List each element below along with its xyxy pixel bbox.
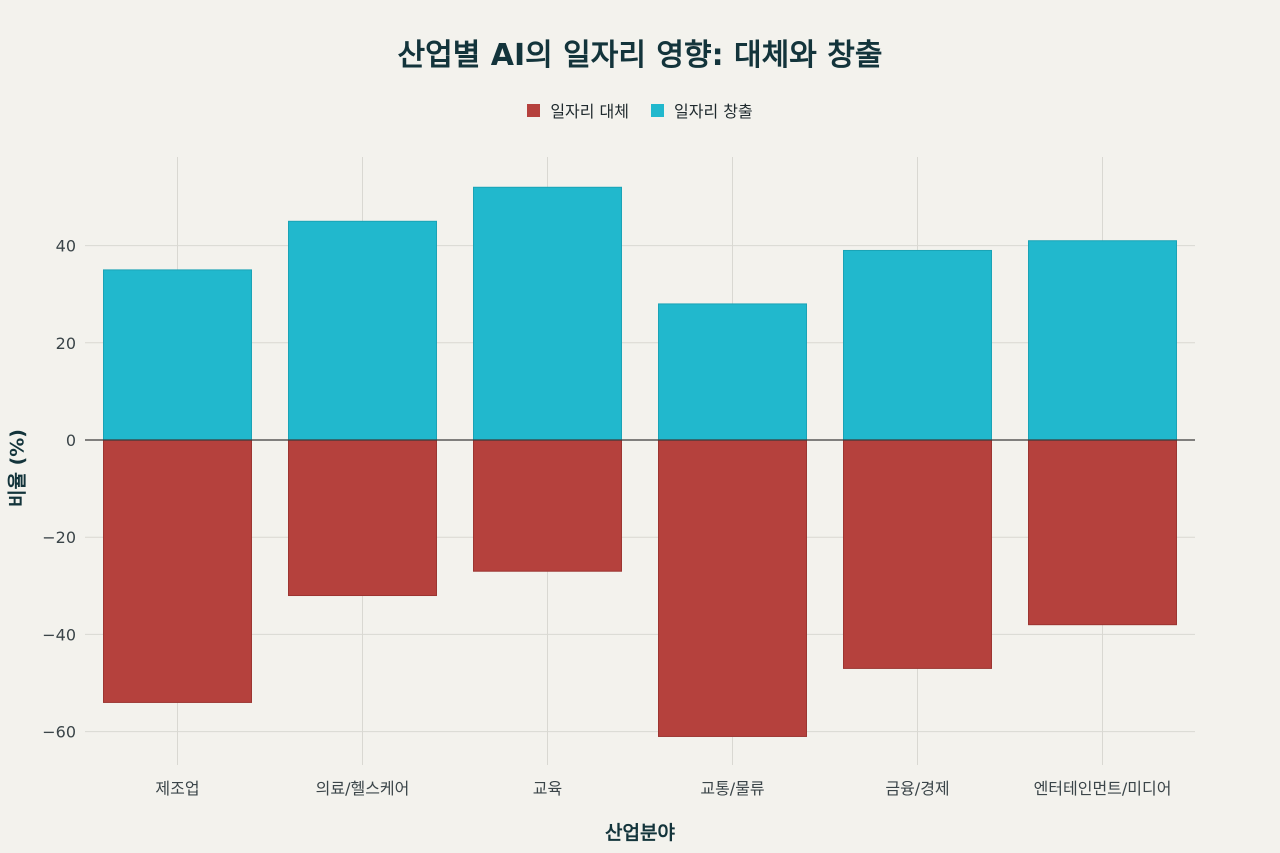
x-tick-label: 제조업 <box>155 779 199 798</box>
y-tick-label: 0 <box>66 431 76 450</box>
x-tick-label: 의료/헬스케어 <box>316 779 410 798</box>
y-tick-label: 20 <box>56 334 76 353</box>
x-tick-label: 엔터테인먼트/미디어 <box>1034 779 1172 798</box>
legend-swatch-displacement <box>527 103 541 117</box>
bar-creation <box>843 249 992 441</box>
chart-title: 산업별 AI의 일자리 영향: 대체와 창출 <box>397 38 883 73</box>
legend: 일자리 대체 일자리 창출 <box>0 98 1280 122</box>
bar-displacement <box>658 439 807 737</box>
x-tick-label: 교육 <box>533 779 562 798</box>
legend-swatch-creation <box>651 103 664 117</box>
x-axis-label: 산업분야 <box>605 822 675 844</box>
bar-displacement <box>288 439 437 597</box>
legend-item-displacement[interactable]: 일자리 대체 <box>527 98 629 122</box>
bar-creation <box>1028 240 1177 441</box>
legend-label-displacement: 일자리 대체 <box>550 102 629 121</box>
y-tick-label: 40 <box>56 237 76 256</box>
y-tick-label: −60 <box>42 723 76 742</box>
x-tick-label: 금융/경제 <box>885 779 949 798</box>
bar-displacement <box>1028 439 1177 626</box>
y-axis-label: 비율 (%) <box>6 429 29 507</box>
bar-creation <box>473 186 622 441</box>
bar-creation <box>103 269 252 441</box>
x-tick-label: 교통/물류 <box>700 779 764 798</box>
y-tick-label: −40 <box>42 625 76 644</box>
bar-creation <box>288 220 437 441</box>
bar-creation <box>658 303 807 441</box>
legend-label-creation: 일자리 창출 <box>674 102 753 121</box>
bar-displacement <box>473 439 622 572</box>
bar-displacement <box>103 439 252 703</box>
bar-displacement <box>843 439 992 669</box>
legend-item-creation[interactable]: 일자리 창출 <box>651 98 753 122</box>
y-tick-label: −20 <box>42 528 76 547</box>
